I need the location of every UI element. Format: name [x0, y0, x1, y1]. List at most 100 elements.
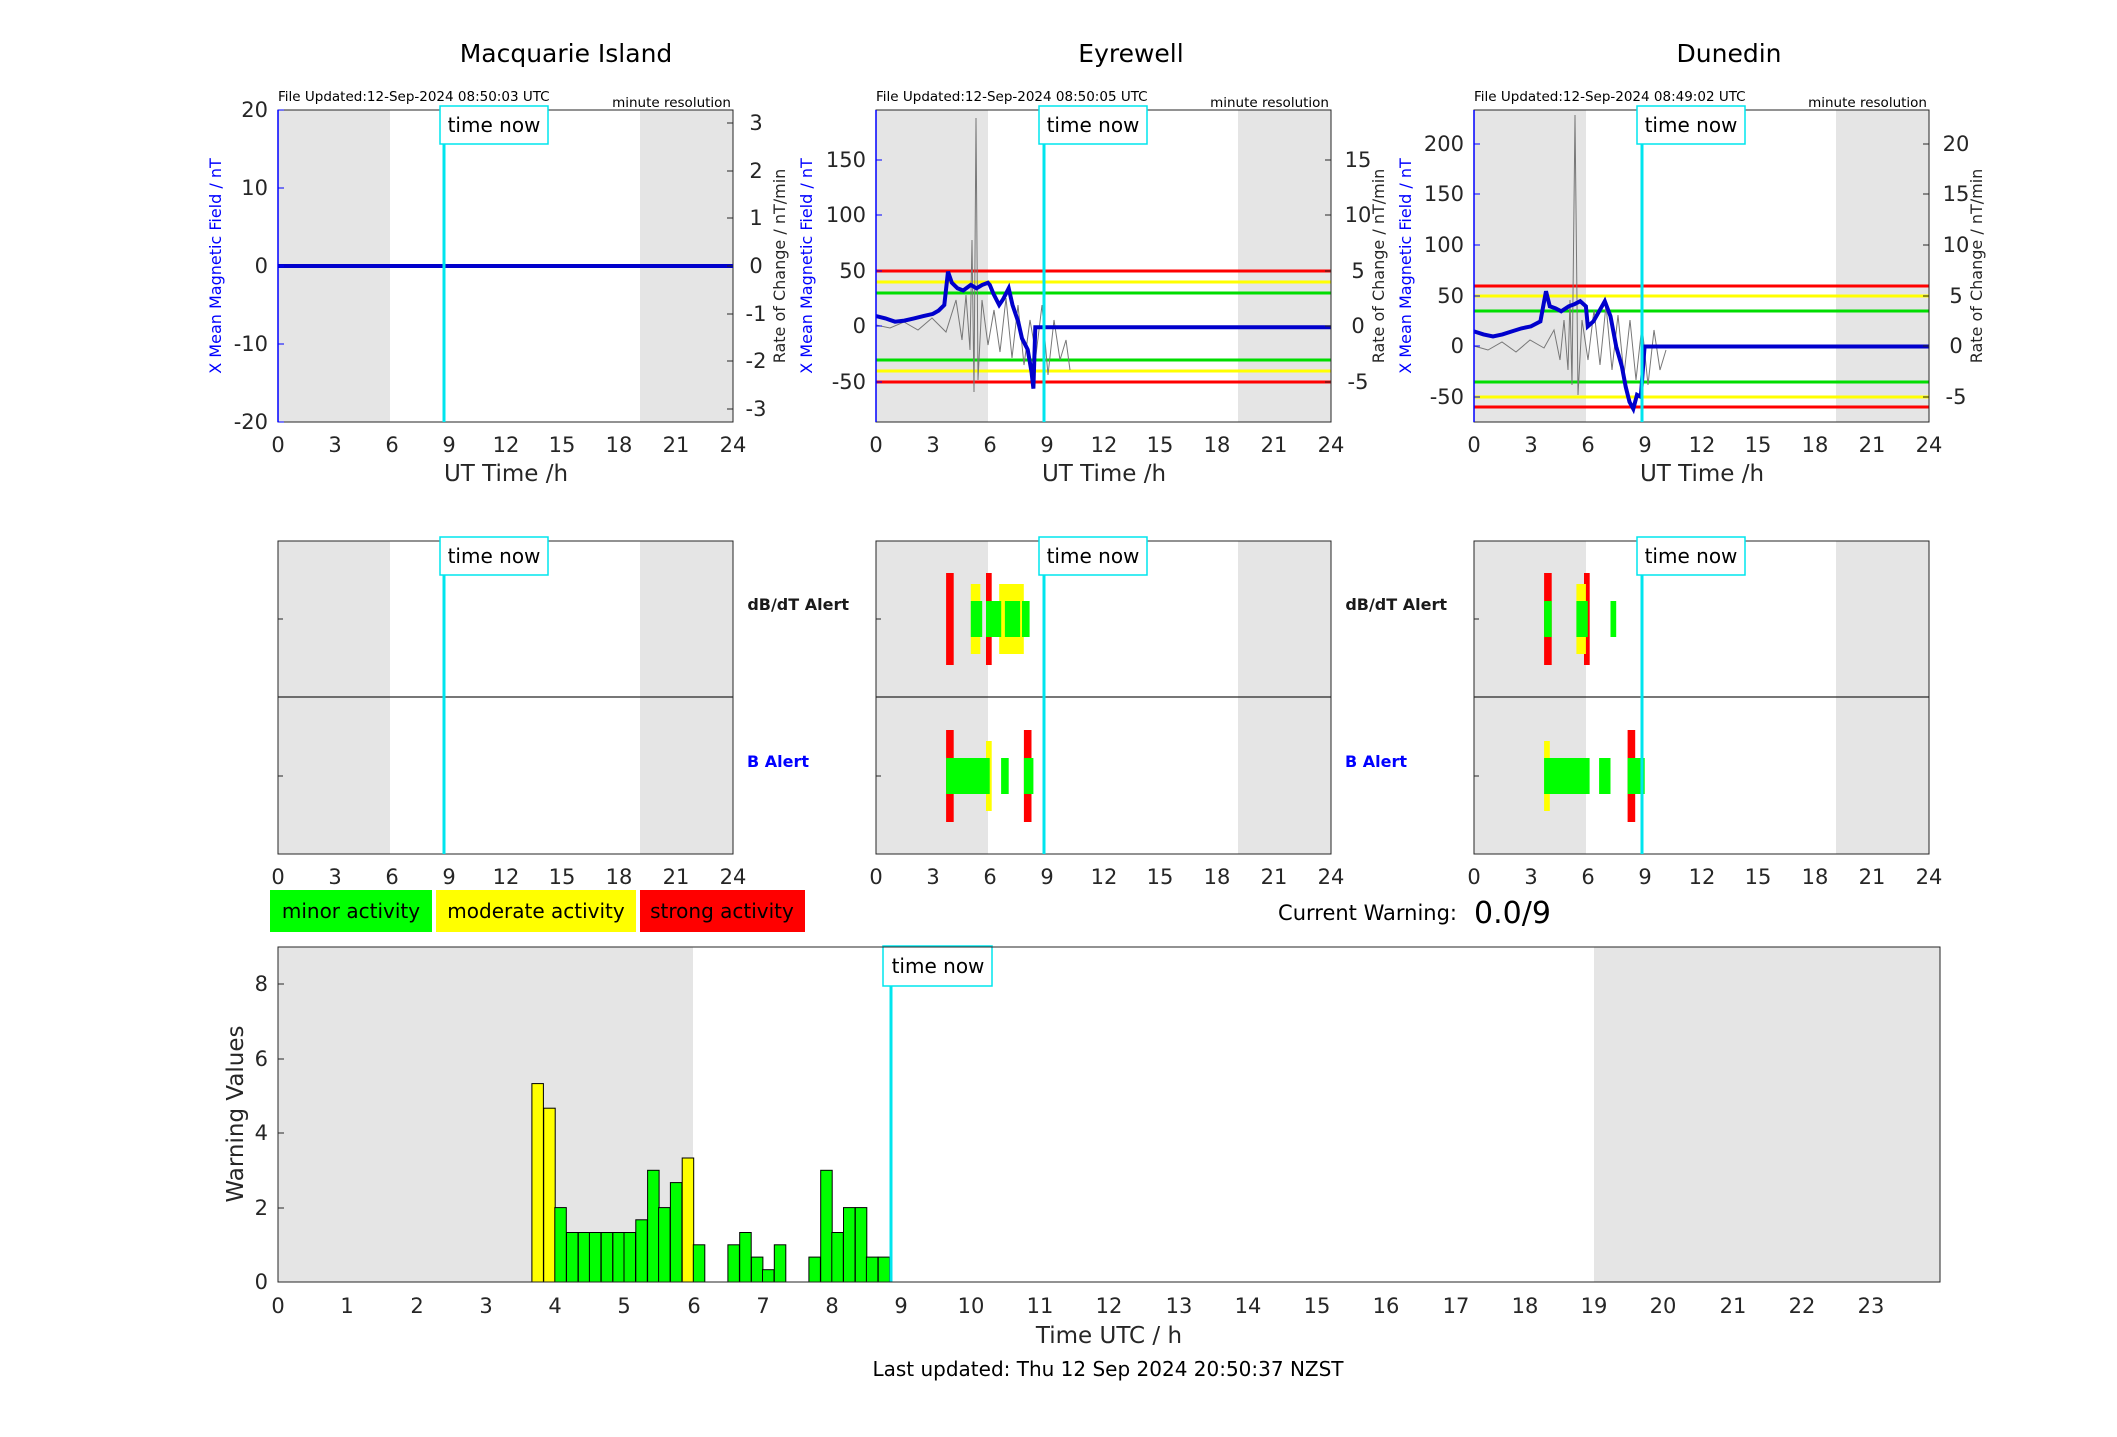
dbdt-alert-label: dB/dT Alert	[747, 595, 849, 614]
warning-bar	[554, 1207, 567, 1283]
x-tick-label: 3	[1524, 865, 1537, 889]
x-tick-label: 24	[720, 865, 747, 889]
time-now-box	[1038, 105, 1148, 145]
x-axis-label: UT Time /h	[1640, 461, 1764, 487]
time-now-label: time now	[1047, 113, 1140, 137]
x-axis-label: UT Time /h	[444, 461, 568, 487]
x-tick-label: 12	[493, 865, 520, 889]
y2-tick-label: -3	[746, 397, 767, 421]
x-tick-label: 24	[720, 433, 747, 457]
y-axis-label: Warning Values	[223, 1025, 249, 1202]
y2-tick-label: 20	[1943, 132, 1970, 156]
warning-bar	[692, 1244, 706, 1283]
x-tick-label: 0	[271, 433, 284, 457]
x-ticks: 0 3 6 9 12 15 18 21 24	[869, 433, 1344, 457]
time-now-box	[882, 945, 993, 987]
field-plot: time now File Updated:12-Sep-2024 08:49:…	[1396, 89, 1986, 487]
warning-bar	[635, 1219, 648, 1283]
alert-bars	[946, 573, 1034, 822]
right-y-ticks: 20 15 10 5 0 -5	[1923, 132, 1969, 409]
dbdt-alert-bar-minor	[1576, 601, 1588, 637]
warning-bar	[831, 1232, 844, 1283]
b-alert-bar-minor	[1001, 758, 1009, 794]
x-tick-label: 3	[328, 865, 341, 889]
dbdt-alert-bar-minor	[1610, 601, 1617, 637]
x-tick-label: 13	[1166, 1294, 1193, 1318]
x-tick-label: 9	[1040, 433, 1053, 457]
x-tick-label: 18	[1802, 433, 1829, 457]
x-tick-label: 21	[1859, 865, 1886, 889]
x-tick-label: 9	[442, 433, 455, 457]
x-tick-label: 3	[479, 1294, 492, 1318]
station-title: Eyrewell	[1078, 39, 1183, 68]
x-tick-label: 3	[926, 865, 939, 889]
current-warning-value: 0.0/9	[1474, 896, 1551, 931]
b-alert-label: B Alert	[1345, 752, 1407, 771]
y-tick-label: 10	[241, 176, 268, 200]
activity-legend: minor activity moderate activity strong …	[270, 890, 805, 932]
warning-bar	[588, 1232, 602, 1283]
x-tick-label: 6	[983, 865, 996, 889]
y2-tick-label: 15	[1345, 148, 1372, 172]
y2-tick-label: 10	[1345, 203, 1372, 227]
x-tick-label: 15	[1304, 1294, 1331, 1318]
last-updated: Last updated: Thu 12 Sep 2024 20:50:37 N…	[872, 1357, 1344, 1381]
left-y-ticks: 200 150 100 50 0 -50	[1424, 132, 1480, 409]
x-tick-label: 6	[687, 1294, 700, 1318]
y-tick-label: 4	[255, 1121, 268, 1145]
threshold-lines	[1474, 284, 1929, 409]
warning-bar	[854, 1207, 868, 1283]
y-tick-label: 150	[826, 148, 866, 172]
x-tick-label: 3	[926, 433, 939, 457]
warning-bar	[669, 1182, 683, 1283]
y-tick-label: -50	[1430, 385, 1464, 409]
legend-strong-swatch	[640, 890, 805, 932]
x-tick-label: 15	[1745, 865, 1772, 889]
x-tick-label: 6	[385, 433, 398, 457]
right-y-ticks: 3 2 1 0 -1 -2 -3	[727, 111, 766, 421]
x-tick-label: 18	[1204, 433, 1231, 457]
file-updated: File Updated:12-Sep-2024 08:50:03 UTC	[278, 89, 550, 105]
warning-bar	[681, 1157, 695, 1283]
x-tick-label: 11	[1027, 1294, 1054, 1318]
x-tick-label: 12	[1689, 865, 1716, 889]
dbdt-alert-bar-minor	[1022, 601, 1030, 637]
dbdt-alert-bar-minor	[1004, 601, 1021, 637]
alert-x-ticks: 0 3 6 9 12 15 18 21 24	[1467, 865, 1942, 889]
x-tick-label: 12	[1091, 433, 1118, 457]
time-now-label: time now	[1645, 544, 1738, 568]
night-shade	[278, 947, 693, 1282]
x-tick-label: 21	[1859, 433, 1886, 457]
warning-bar	[820, 1169, 833, 1283]
night-shade	[1238, 110, 1331, 422]
y2-tick-label: 5	[1351, 259, 1364, 283]
time-now-box	[1038, 536, 1148, 576]
y-axis-label: X Mean Magnetic Field / nT	[206, 158, 225, 374]
x-tick-label: 21	[1720, 1294, 1747, 1318]
y2-tick-label: 1	[749, 206, 762, 230]
x-tick-label: 21	[663, 865, 690, 889]
x-tick-label: 12	[493, 433, 520, 457]
x-tick-label: 21	[663, 433, 690, 457]
x-tick-label: 16	[1373, 1294, 1400, 1318]
x-tick-label: 3	[1524, 433, 1537, 457]
time-now-label: time now	[448, 544, 541, 568]
x-tick-label: 24	[1318, 433, 1345, 457]
y-tick-label: -20	[234, 410, 268, 434]
y-tick-label: 2	[255, 1196, 268, 1220]
current-warning-label: Current Warning:	[1278, 901, 1457, 925]
x-tick-label: 24	[1916, 433, 1943, 457]
warning-bar	[877, 1256, 891, 1283]
x-tick-label: 21	[1261, 865, 1288, 889]
y-tick-label: 150	[1424, 182, 1464, 206]
x-tick-label: 6	[983, 433, 996, 457]
x-tick-label: 15	[1147, 865, 1174, 889]
legend-moderate-label: moderate activity	[447, 899, 625, 923]
warning-bar	[727, 1244, 740, 1283]
time-now-box	[1636, 105, 1746, 145]
dbdt-alert-bar-minor	[970, 601, 983, 637]
y-tick-label: 20	[241, 98, 268, 122]
x-ticks: 0 3 6 9 12 15 18 21 24	[271, 433, 746, 457]
x-tick-label: 15	[549, 865, 576, 889]
field-line	[1473, 290, 1929, 415]
